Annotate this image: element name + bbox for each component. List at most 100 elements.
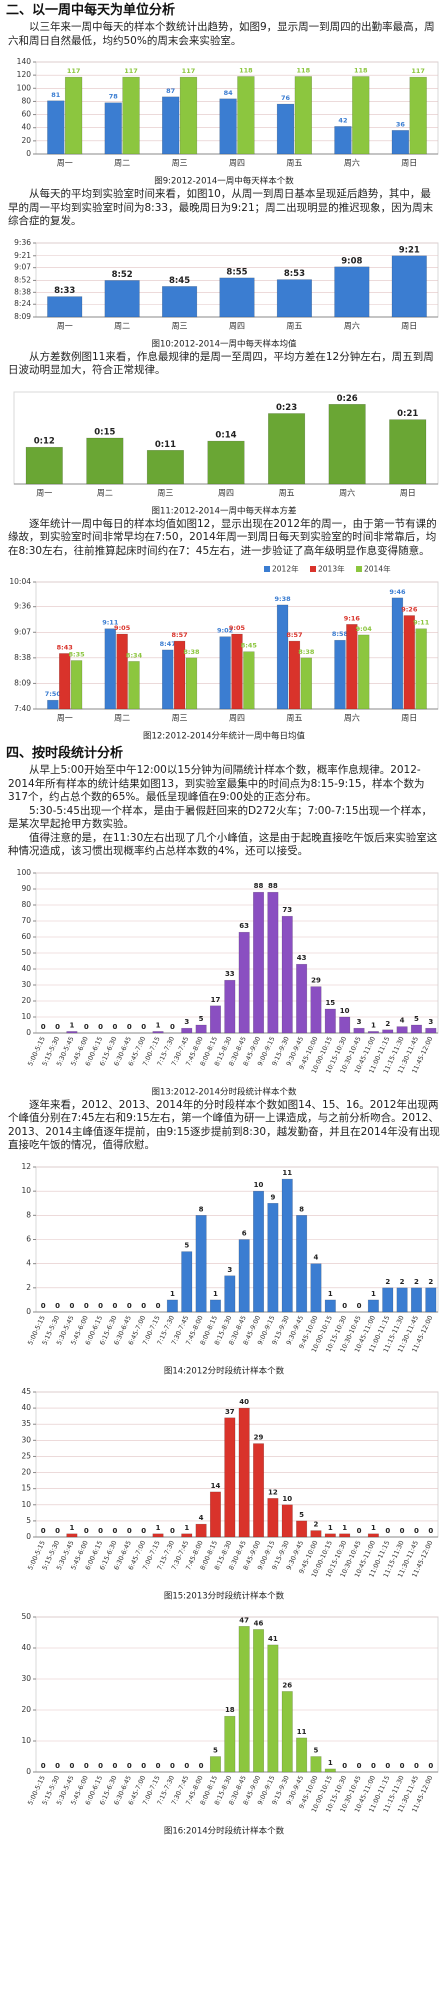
data-label: 2 <box>414 1277 419 1285</box>
section-heading: 四、按时段统计分析 <box>6 746 124 761</box>
data-label: 0 <box>127 1302 132 1310</box>
y-tick-label: 0 <box>26 1028 31 1037</box>
x-tick-label: 周一 <box>57 714 73 723</box>
bar <box>382 1287 394 1312</box>
data-label: 8:35 <box>68 650 85 658</box>
y-tick-label: 140 <box>17 57 32 66</box>
bar <box>391 255 427 317</box>
data-label: 9:04 <box>356 625 373 633</box>
bar <box>367 1030 379 1033</box>
x-tick-label: 周二 <box>97 488 113 497</box>
data-label: 2 <box>400 1277 405 1285</box>
x-tick-label: 周一 <box>36 488 52 497</box>
data-label: 17 <box>211 995 221 1003</box>
x-tick-label: 周四 <box>229 321 245 330</box>
bar <box>281 1178 293 1312</box>
data-label: 29 <box>311 976 321 984</box>
y-tick-label: 50 <box>21 1612 31 1621</box>
data-label: 8:38 <box>183 648 200 656</box>
data-label: 78 <box>109 93 119 101</box>
y-tick-label: 25 <box>21 1451 31 1460</box>
data-label: 9:02 <box>217 627 233 635</box>
bar <box>66 1533 78 1537</box>
data-label: 0 <box>127 1023 132 1031</box>
bar <box>253 891 265 1033</box>
x-tick-label: 周日 <box>401 321 417 330</box>
data-label: 26 <box>282 1681 292 1689</box>
x-tick-label: 周二 <box>114 159 130 168</box>
data-label: 8:57 <box>171 631 187 639</box>
data-label: 1 <box>156 1523 161 1531</box>
data-label: 5 <box>414 1015 419 1023</box>
paragraph: 从早上5:00开始至中午12:00以15分钟为间隔统计样本个数，概率作息规律。2… <box>8 764 425 803</box>
bar <box>181 1027 193 1033</box>
data-label: 88 <box>268 882 278 890</box>
data-label: 2 <box>385 1019 390 1027</box>
x-tick-label: 周日 <box>401 159 417 168</box>
data-label: 1 <box>371 1021 376 1029</box>
bar <box>310 985 322 1033</box>
data-label: 88 <box>254 882 264 890</box>
bar <box>253 1442 265 1537</box>
data-label: 8:58 <box>332 630 349 638</box>
data-label: 0 <box>428 1762 433 1770</box>
bar <box>339 1533 351 1537</box>
y-tick-label: 60 <box>21 110 31 119</box>
chart-caption: 图13:2012-2014分时段统计样本个数 <box>151 1086 297 1097</box>
data-label: 33 <box>225 970 235 978</box>
y-tick-label: 9:36 <box>14 602 31 611</box>
data-label: 14 <box>211 1481 221 1489</box>
data-label: 1 <box>371 1523 376 1531</box>
bar <box>310 1529 322 1537</box>
y-tick-label: 12 <box>21 1162 31 1171</box>
chart: 8:09 8:24 8:38 8:52 9:07 9:21 9:36 8:33 8:52 8:45… <box>14 238 439 349</box>
data-label: 0 <box>141 1527 146 1535</box>
bar <box>146 449 184 484</box>
data-label: 7:50 <box>45 690 62 698</box>
data-label: 4 <box>400 1016 405 1024</box>
x-tick-label: 周六 <box>339 487 355 497</box>
data-label: 8:43 <box>57 643 73 651</box>
bar <box>181 1250 193 1312</box>
bar <box>209 1491 221 1537</box>
bar <box>104 279 140 317</box>
data-label: 9:26 <box>401 606 418 614</box>
bar <box>86 437 124 484</box>
data-label: 2 <box>428 1277 433 1285</box>
bar <box>237 76 255 155</box>
bar <box>238 1625 250 1772</box>
x-tick-label: 周五 <box>286 714 302 723</box>
bar <box>162 649 174 710</box>
x-tick-label: 周二 <box>114 714 130 723</box>
data-label: 0 <box>127 1527 132 1535</box>
data-label: 0 <box>113 1023 118 1031</box>
bar <box>59 653 71 710</box>
data-label: 0 <box>371 1762 376 1770</box>
paragraph: 逐年统计一周中每日的样本均值如图12，显示出现在2012年的周一，由于第一节有课… <box>8 517 437 557</box>
data-label: 0 <box>357 1302 362 1310</box>
y-tick-label: 30 <box>21 980 31 989</box>
legend-label: 2012年 <box>272 564 299 574</box>
data-label: 9:11 <box>102 619 119 627</box>
bar <box>415 628 427 710</box>
y-tick-label: 7:40 <box>14 704 31 713</box>
data-label: 76 <box>281 94 291 102</box>
data-label: 0 <box>98 1302 103 1310</box>
data-label: 0:11 <box>155 439 176 449</box>
y-tick-label: 50 <box>21 948 31 957</box>
data-label: 1 <box>328 1758 333 1766</box>
x-tick-label: 周五 <box>286 321 302 330</box>
data-label: 0:14 <box>215 430 236 440</box>
y-tick-label: 5 <box>26 1515 31 1524</box>
x-tick-label: 周二 <box>114 321 130 330</box>
y-tick-label: 2 <box>26 1282 31 1291</box>
data-label: 42 <box>338 116 347 124</box>
data-label: 29 <box>254 1433 264 1441</box>
bar <box>104 628 116 710</box>
bar <box>296 1214 308 1312</box>
bar <box>268 412 306 484</box>
